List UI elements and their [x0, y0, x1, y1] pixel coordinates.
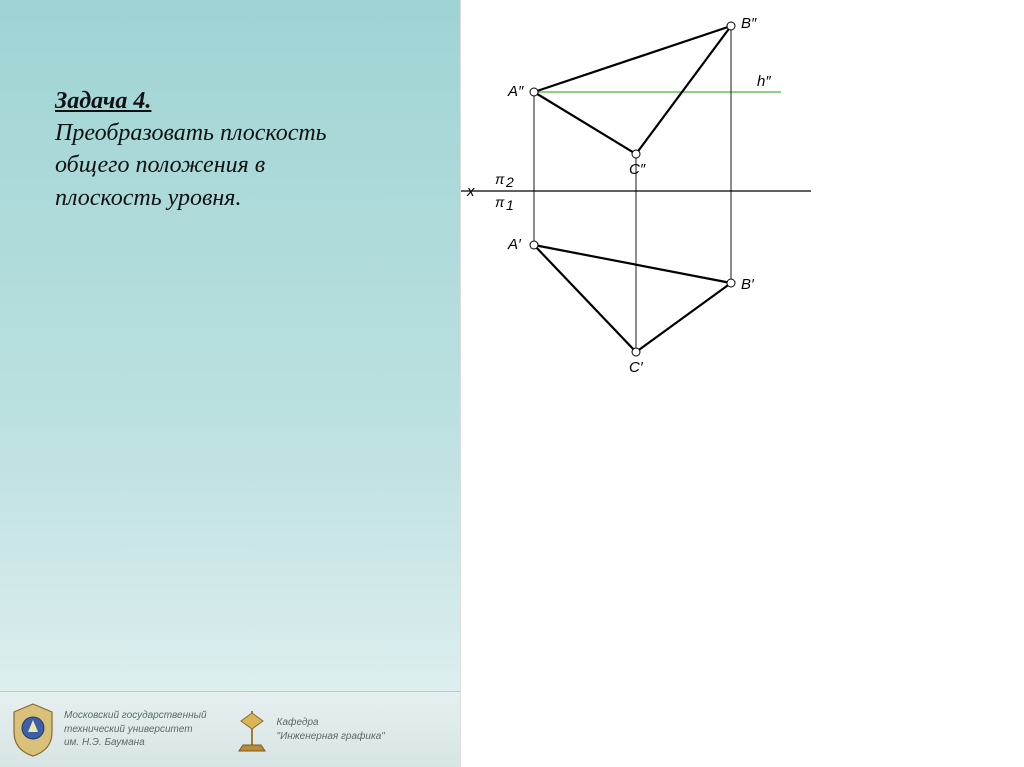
- svg-text:x: x: [466, 183, 475, 200]
- right-panel: A″ B″ C″ A′ B′ C′ h″ x π2π1: [460, 0, 1024, 767]
- svg-text:A″: A″: [507, 83, 524, 100]
- svg-text:C″: C″: [629, 161, 646, 178]
- department-text: Кафедра "Инженерная графика": [277, 716, 385, 743]
- drawing: A″ B″ C″ A′ B′ C′ h″ x π2π1: [461, 0, 1024, 420]
- department-block: Кафедра "Инженерная графика": [235, 707, 385, 753]
- svg-text:π: π: [495, 194, 505, 210]
- svg-text:B″: B″: [741, 15, 757, 32]
- svg-text:2: 2: [505, 174, 514, 190]
- task-body-line1: Преобразовать плоскость: [55, 120, 327, 146]
- svg-text:π: π: [495, 171, 505, 187]
- svg-text:h″: h″: [757, 73, 771, 90]
- task-text: Задача 4. Преобразовать плоскость общего…: [55, 88, 425, 214]
- task-body-line3: плоскость уровня.: [55, 185, 241, 211]
- task-body: Преобразовать плоскость общего положения…: [55, 117, 425, 214]
- uni-line3: им. Н.Э. Баумана: [64, 737, 145, 748]
- task-body-line2: общего положения в: [55, 152, 265, 178]
- uni-line2: технический университет: [64, 724, 193, 735]
- slide: Задача 4. Преобразовать плоскость общего…: [0, 0, 1024, 767]
- task-title: Задача 4.: [55, 88, 425, 115]
- svg-text:C′: C′: [629, 359, 644, 376]
- university-crest-icon: [10, 702, 56, 758]
- footer: Московский государственный технический у…: [0, 691, 460, 767]
- dept-line1: Кафедра: [277, 717, 319, 728]
- svg-text:A′: A′: [507, 236, 522, 253]
- uni-line1: Московский государственный: [64, 710, 207, 721]
- dept-line2: "Инженерная графика": [277, 731, 385, 742]
- university-text: Московский государственный технический у…: [64, 709, 207, 750]
- svg-text:1: 1: [506, 197, 514, 213]
- svg-text:B′: B′: [741, 276, 755, 293]
- department-icon: [235, 707, 269, 753]
- left-panel: Задача 4. Преобразовать плоскость общего…: [0, 0, 460, 767]
- university-block: Московский государственный технический у…: [10, 702, 207, 758]
